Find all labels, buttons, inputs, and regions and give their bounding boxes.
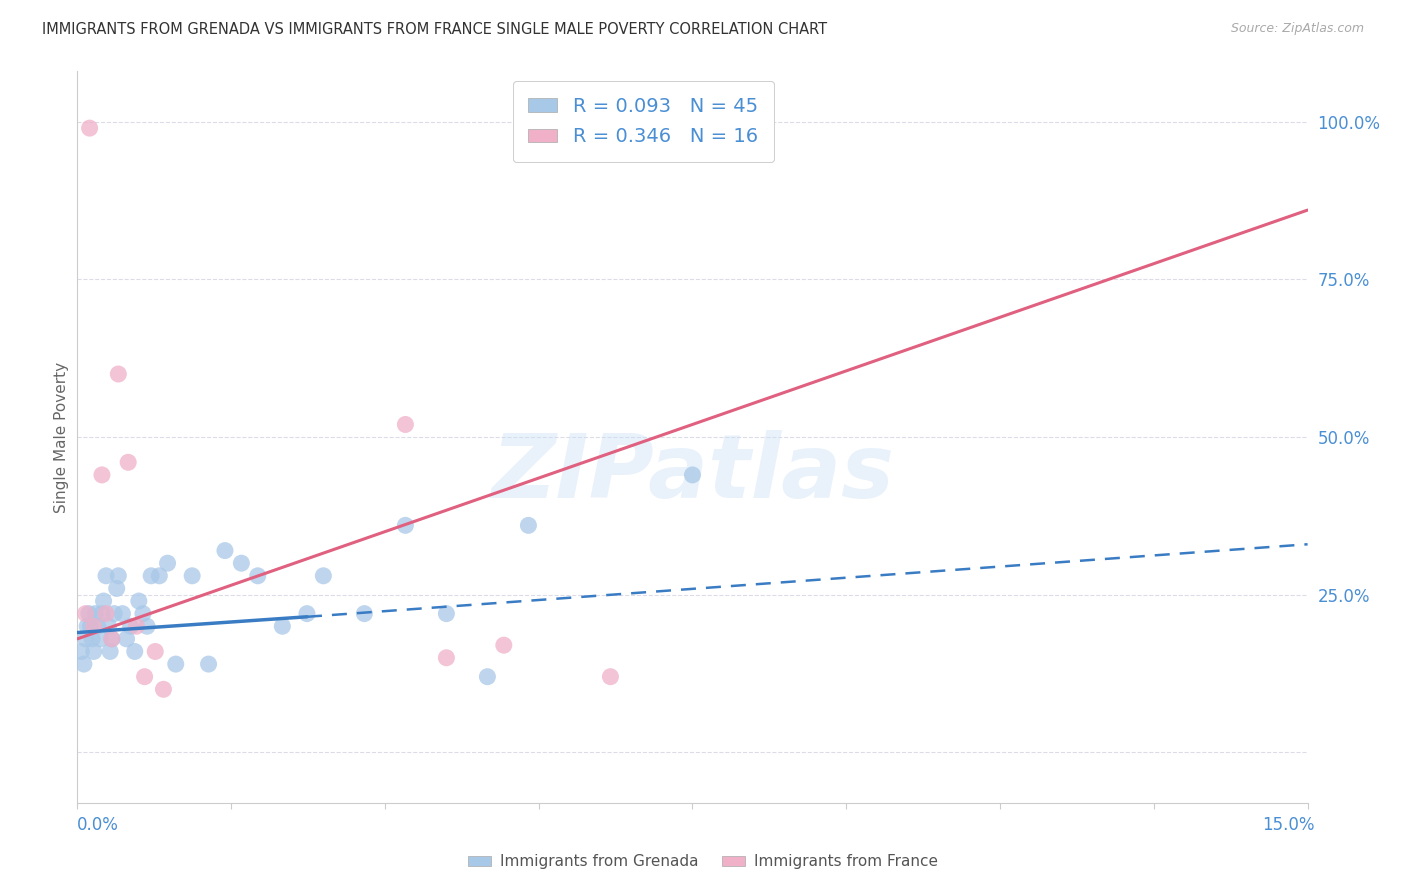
Point (70, 644, 93, 658)
Point (141, 569, 163, 583)
Point (214, 543, 236, 558)
Legend: Immigrants from Grenada, Immigrants from France: Immigrants from Grenada, Immigrants from… (463, 848, 943, 875)
Point (98, 644, 121, 658)
Point (124, 644, 146, 658)
Point (197, 657, 219, 671)
Point (132, 607, 155, 621)
Point (93, 594, 115, 608)
Point (90, 607, 114, 621)
Point (89, 632, 111, 646)
Point (79, 121, 101, 136)
Point (73, 657, 96, 671)
Point (75, 607, 97, 621)
Point (599, 670, 621, 684)
Point (165, 657, 187, 671)
Point (105, 582, 128, 596)
Point (101, 632, 124, 646)
Y-axis label: Single Male Poverty: Single Male Poverty (53, 361, 69, 513)
Point (152, 682, 174, 697)
Point (97, 619, 120, 633)
Point (271, 619, 294, 633)
Point (90, 467, 114, 482)
Legend: R = 0.093   N = 45, R = 0.346   N = 16: R = 0.093 N = 45, R = 0.346 N = 16 (513, 81, 773, 161)
Point (394, 417, 416, 432)
Text: Source: ZipAtlas.com: Source: ZipAtlas.com (1230, 22, 1364, 36)
Point (79, 619, 101, 633)
Point (295, 607, 318, 621)
Point (94, 569, 117, 583)
Text: ZIPatlas: ZIPatlas (491, 430, 894, 517)
Point (128, 594, 150, 608)
Point (682, 467, 704, 482)
Point (117, 455, 139, 469)
Point (312, 569, 335, 583)
Point (83, 644, 105, 658)
Point (75, 632, 97, 646)
Point (84, 607, 107, 621)
Point (492, 638, 515, 652)
Point (111, 607, 134, 621)
Point (436, 607, 458, 621)
Point (148, 569, 170, 583)
Point (107, 569, 129, 583)
Point (231, 556, 253, 570)
Point (134, 670, 156, 684)
Point (353, 607, 375, 621)
Point (87, 619, 110, 633)
Point (101, 632, 124, 646)
Text: 15.0%: 15.0% (1263, 816, 1315, 834)
Point (107, 367, 129, 381)
Point (94, 607, 117, 621)
Text: IMMIGRANTS FROM GRENADA VS IMMIGRANTS FROM FRANCE SINGLE MALE POVERTY CORRELATIO: IMMIGRANTS FROM GRENADA VS IMMIGRANTS FR… (42, 22, 827, 37)
Point (143, 644, 166, 658)
Point (77, 607, 100, 621)
Text: 0.0%: 0.0% (77, 816, 120, 834)
Point (156, 556, 179, 570)
Point (83, 619, 105, 633)
Point (477, 670, 499, 684)
Point (181, 569, 204, 583)
Point (394, 518, 416, 533)
Point (103, 607, 125, 621)
Point (76, 619, 98, 633)
Point (125, 619, 148, 633)
Point (136, 619, 159, 633)
Point (115, 632, 138, 646)
Point (82, 632, 104, 646)
Point (517, 518, 540, 533)
Point (120, 619, 142, 633)
Point (246, 569, 269, 583)
Point (436, 650, 458, 665)
